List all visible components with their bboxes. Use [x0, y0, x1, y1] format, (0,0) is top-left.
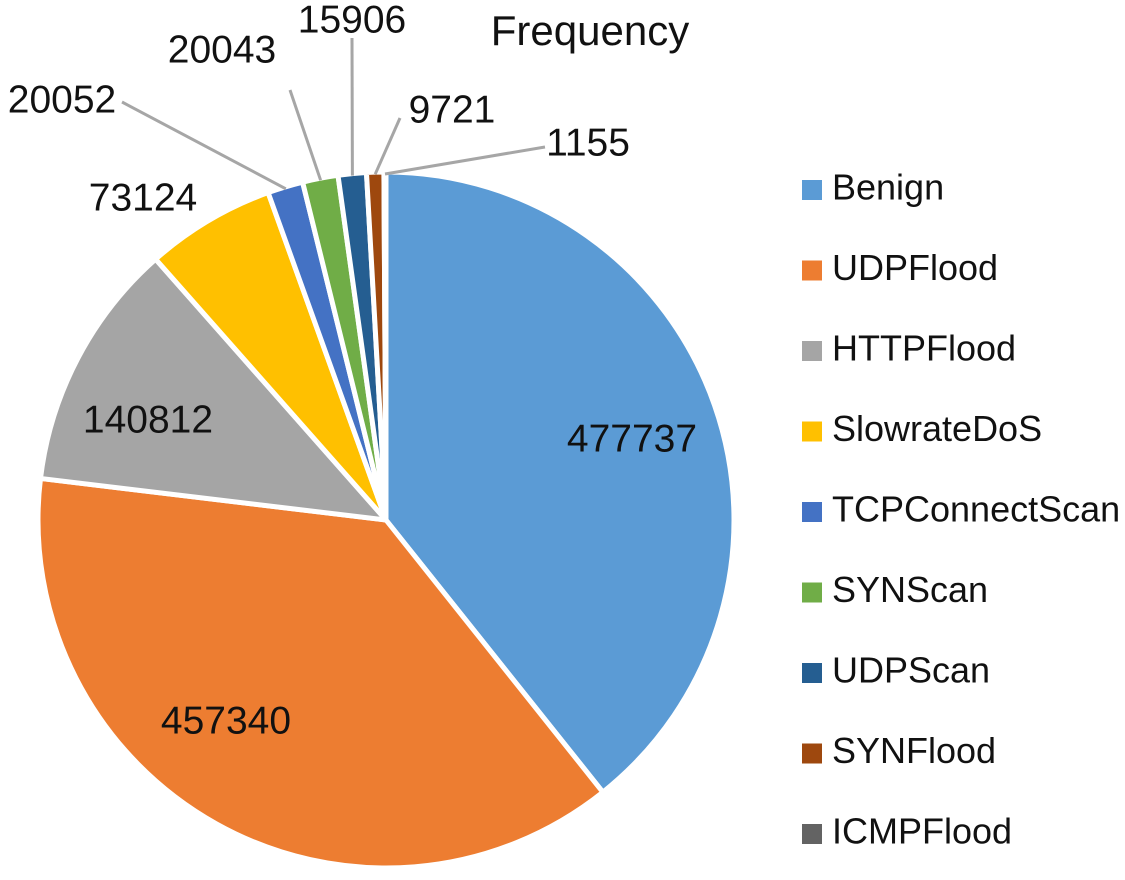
legend-item-httpflood: HTTPFlood — [802, 328, 1016, 369]
legend-item-slowratedos: SlowrateDoS — [802, 408, 1042, 449]
legend-item-icmpflood: ICMPFlood — [802, 811, 1012, 852]
legend-swatch-tcpconnectscan — [802, 502, 822, 522]
data-label-slowratedos: 73124 — [89, 176, 197, 219]
data-label-synflood: 9721 — [409, 88, 496, 131]
leader-line-synflood — [375, 118, 400, 174]
legend-swatch-udpflood — [802, 261, 822, 281]
legend-swatch-synscan — [802, 583, 822, 603]
legend-label-synflood: SYNFlood — [832, 730, 996, 771]
legend-label-httpflood: HTTPFlood — [832, 328, 1016, 369]
legend-swatch-httpflood — [802, 341, 822, 361]
legend-label-udpflood: UDPFlood — [832, 247, 998, 288]
legend-label-icmpflood: ICMPFlood — [832, 811, 1012, 852]
data-label-benign: 477737 — [567, 417, 697, 460]
legend-label-benign: Benign — [832, 167, 944, 208]
chart-title: Frequency — [491, 7, 689, 54]
legend-label-udpscan: UDPScan — [832, 650, 990, 691]
pie-slice-icmpflood — [384, 172, 386, 520]
data-label-tcpconnectscan: 20052 — [8, 78, 116, 121]
legend-swatch-synflood — [802, 744, 822, 764]
data-label-udpflood: 457340 — [161, 699, 291, 742]
pie-slices — [38, 172, 734, 868]
legend-item-tcpconnectscan: TCPConnectScan — [802, 489, 1120, 530]
legend-label-tcpconnectscan: TCPConnectScan — [832, 489, 1120, 530]
data-label-synscan: 20043 — [168, 28, 276, 71]
legend-item-benign: Benign — [802, 167, 944, 208]
legend-swatch-udpscan — [802, 663, 822, 683]
legend: Benign UDPFlood HTTPFlood SlowrateDoS TCPCon… — [802, 167, 1120, 852]
data-label-httpflood: 140812 — [83, 398, 213, 441]
leader-line-icmpflood — [385, 147, 545, 174]
legend-label-slowratedos: SlowrateDoS — [832, 408, 1042, 449]
legend-swatch-slowratedos — [802, 422, 822, 442]
legend-swatch-benign — [802, 180, 822, 200]
data-label-icmpflood: 1155 — [546, 121, 630, 164]
legend-item-udpscan: UDPScan — [802, 650, 990, 691]
leader-line-synscan — [290, 90, 321, 180]
legend-item-synscan: SYNScan — [802, 569, 988, 610]
legend-item-synflood: SYNFlood — [802, 730, 996, 771]
legend-swatch-icmpflood — [802, 824, 822, 844]
legend-label-synscan: SYNScan — [832, 569, 988, 610]
data-label-udpscan: 15906 — [298, 0, 406, 41]
legend-item-udpflood: UDPFlood — [802, 247, 998, 288]
